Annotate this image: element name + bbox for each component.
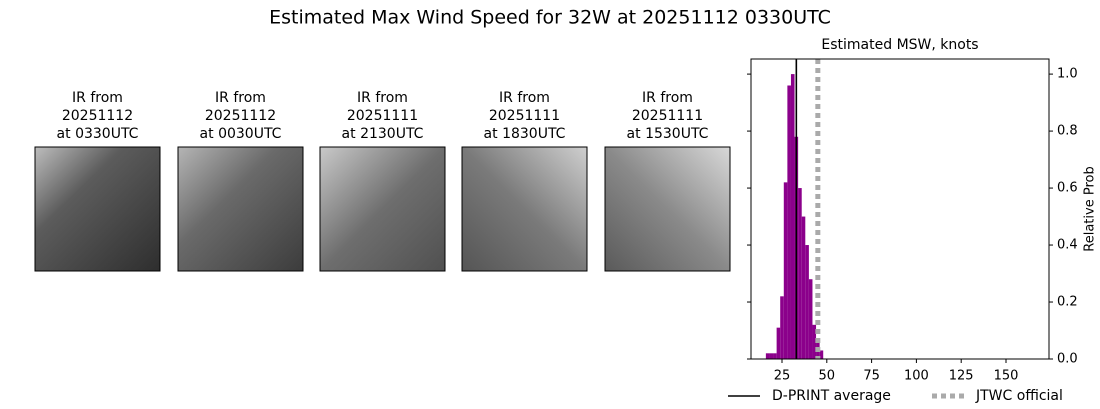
y-tick-label: 0.4 [1057, 238, 1078, 253]
plot-frame [750, 58, 1050, 360]
satellite-image [177, 146, 304, 272]
panel-label: 20251111 [347, 108, 418, 124]
bar [808, 279, 813, 359]
bar [776, 327, 781, 359]
x-tick-label: 125 [949, 369, 974, 384]
bar [819, 350, 824, 359]
y-axis-label: Relative Prob [1083, 166, 1098, 251]
panel-label: at 2130UTC [342, 126, 424, 142]
x-tick-label: 150 [994, 369, 1019, 384]
x-tick-label: 100 [904, 369, 929, 384]
bar [773, 353, 777, 359]
legend-label: JTWC official [975, 388, 1063, 404]
bar [783, 182, 788, 359]
y-tick-label: 0.8 [1057, 124, 1078, 139]
panel-label: 20251111 [489, 108, 560, 124]
panel-label: at 1830UTC [484, 126, 566, 142]
bar [798, 188, 802, 359]
panel-label: IR from [215, 90, 266, 106]
panel-label: IR from [642, 90, 693, 106]
panel-label: 20251112 [205, 108, 276, 124]
bar [787, 85, 791, 359]
x-tick-label: 25 [774, 369, 791, 384]
panel-label: 20251111 [632, 108, 703, 124]
panel-label: 20251112 [62, 108, 133, 124]
y-tick-label: 1.0 [1057, 67, 1078, 82]
bar [765, 353, 770, 359]
y-tick-label: 0.6 [1057, 181, 1078, 196]
chart-title: Estimated MSW, knots [821, 37, 978, 53]
panel-label: at 0030UTC [200, 126, 282, 142]
panel-label: at 0330UTC [57, 126, 139, 142]
bar [801, 216, 806, 359]
bar [812, 324, 817, 359]
bar [780, 296, 784, 359]
figure-title: Estimated Max Wind Speed for 32W at 2025… [269, 7, 831, 29]
bar [769, 353, 774, 359]
satellite-image [604, 146, 731, 272]
legend-label: D-PRINT average [772, 388, 891, 404]
y-tick-label: 0.0 [1057, 352, 1078, 367]
panel-label: IR from [357, 90, 408, 106]
panel-label: IR from [72, 90, 123, 106]
bar [805, 245, 809, 359]
y-tick-label: 0.2 [1057, 295, 1078, 310]
satellite-image [461, 146, 588, 272]
x-tick-label: 50 [819, 369, 836, 384]
panel-label: IR from [499, 90, 550, 106]
satellite-image [319, 146, 446, 272]
panel-label: at 1530UTC [627, 126, 709, 142]
x-tick-label: 75 [863, 369, 880, 384]
satellite-image [34, 146, 161, 272]
bar [790, 74, 795, 359]
